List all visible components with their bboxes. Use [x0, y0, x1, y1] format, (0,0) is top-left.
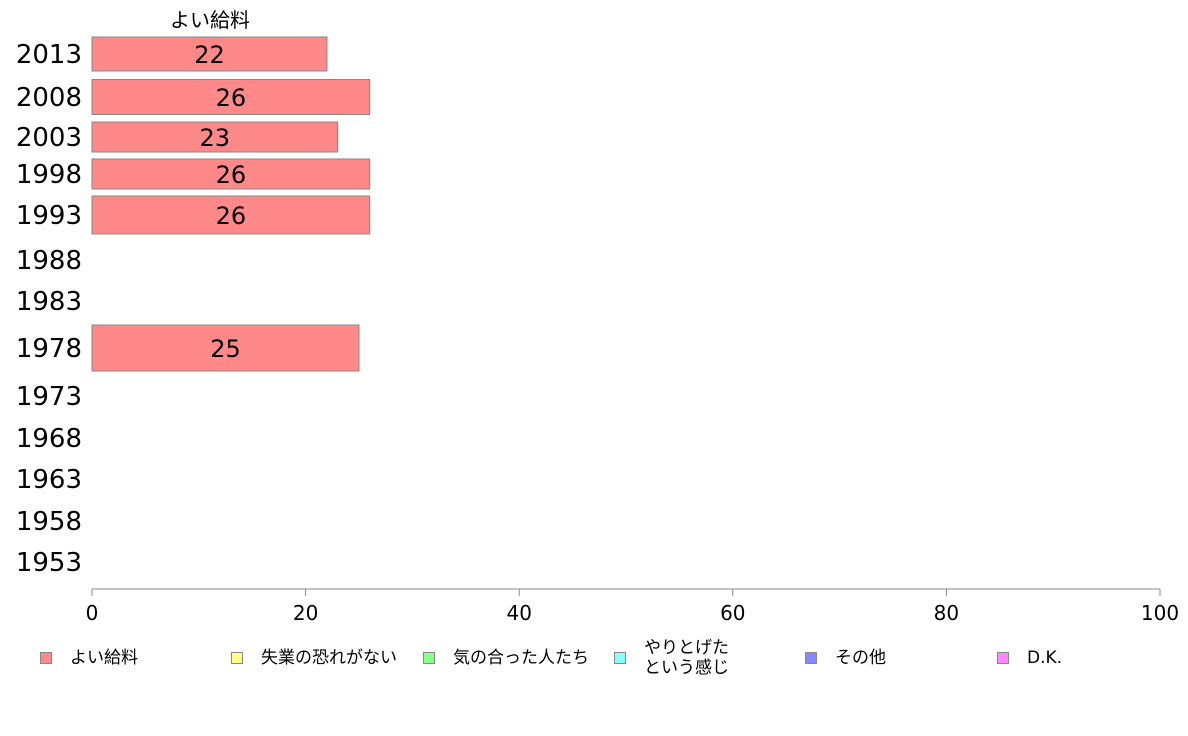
x-tick-label: 40: [506, 601, 531, 625]
legend-item-accomplishment: やりとげた という感じ: [614, 636, 729, 680]
y-category-label: 2003: [16, 123, 82, 153]
legend-item-job-security: 失業の恐れがない: [231, 636, 397, 680]
legend-swatch: [614, 652, 626, 664]
legend-swatch: [40, 652, 52, 664]
x-tick-label: 0: [86, 601, 99, 625]
bar-chart: よい給料 22 26 23 26 26 25 2013 2008 2003 1998 1993 19…: [16, 8, 1179, 625]
data-label: 26: [216, 84, 247, 112]
legend-label: D.K.: [1027, 648, 1063, 668]
x-tick-label: 100: [1141, 601, 1179, 625]
legend-label: 気の合った人たち: [453, 648, 589, 668]
y-category-label: 1983: [16, 287, 82, 317]
legend: よい給料 失業の恐れがない 気の合った人たち やりとげた という感じ その他 D…: [0, 636, 1188, 684]
legend-item-salary: よい給料: [40, 636, 138, 680]
chart-title: よい給料: [170, 8, 250, 32]
y-category-label: 1973: [16, 382, 82, 412]
legend-swatch: [805, 652, 817, 664]
y-axis-categories: 2013 2008 2003 1998 1993 1988 1983 1978 1973 1968…: [16, 40, 82, 578]
data-label: 23: [200, 124, 231, 152]
legend-label: その他: [835, 648, 886, 668]
legend-label: やりとげた という感じ: [644, 638, 729, 678]
legend-swatch: [997, 652, 1009, 664]
bar: [91, 36, 328, 72]
legend-swatch: [231, 652, 243, 664]
y-category-label: 1988: [16, 246, 82, 276]
y-category-label: 1953: [16, 548, 82, 578]
y-category-label: 1968: [16, 424, 82, 454]
y-category-label: 1993: [16, 201, 82, 231]
data-labels-layer: 22 26 23 26 26 25: [194, 41, 246, 363]
bar: [91, 195, 371, 235]
bar: [91, 324, 360, 372]
bars-layer: [91, 36, 371, 372]
y-category-label: 1978: [16, 334, 82, 364]
legend-item-other: その他: [805, 636, 886, 680]
legend-label: よい給料: [70, 648, 138, 668]
data-label: 22: [194, 41, 225, 69]
y-category-label: 2008: [16, 83, 82, 113]
legend-item-dk: D.K.: [997, 636, 1062, 680]
y-category-label: 1963: [16, 465, 82, 495]
data-label: 26: [216, 161, 247, 189]
data-label: 25: [210, 335, 241, 363]
y-category-label: 2013: [16, 40, 82, 70]
bar: [91, 121, 339, 153]
bar: [91, 158, 371, 190]
x-tick-label: 60: [720, 601, 745, 625]
x-axis: 0 20 40 60 80 100: [86, 588, 1179, 625]
legend-label: 失業の恐れがない: [261, 648, 397, 668]
y-category-label: 1998: [16, 160, 82, 190]
legend-swatch: [423, 652, 435, 664]
data-label: 26: [216, 202, 247, 230]
bar: [91, 79, 371, 115]
y-category-label: 1958: [16, 507, 82, 537]
legend-item-coworkers: 気の合った人たち: [423, 636, 589, 680]
x-tick-label: 20: [293, 601, 318, 625]
x-tick-label: 80: [934, 601, 959, 625]
